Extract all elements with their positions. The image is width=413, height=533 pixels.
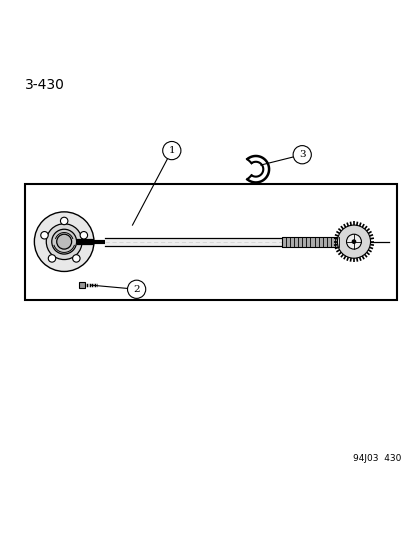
Circle shape: [292, 146, 311, 164]
Circle shape: [127, 280, 145, 298]
Circle shape: [34, 212, 94, 271]
Circle shape: [48, 255, 56, 262]
Text: 94J03  430: 94J03 430: [352, 454, 401, 463]
Circle shape: [72, 255, 80, 262]
Circle shape: [351, 240, 355, 244]
Circle shape: [46, 224, 82, 260]
Bar: [281, 237, 339, 247]
Circle shape: [57, 234, 71, 249]
Text: 3: 3: [298, 150, 305, 159]
Text: 1: 1: [168, 146, 175, 155]
Circle shape: [337, 225, 370, 258]
Bar: [104, 238, 281, 246]
Circle shape: [162, 141, 180, 160]
Circle shape: [40, 231, 48, 239]
Circle shape: [52, 229, 76, 254]
Bar: [25, 184, 396, 300]
Circle shape: [80, 231, 88, 239]
Circle shape: [60, 217, 68, 225]
Text: 2: 2: [133, 285, 140, 294]
Circle shape: [346, 234, 361, 249]
Text: 3-430: 3-430: [25, 78, 64, 92]
Bar: [79, 282, 85, 288]
